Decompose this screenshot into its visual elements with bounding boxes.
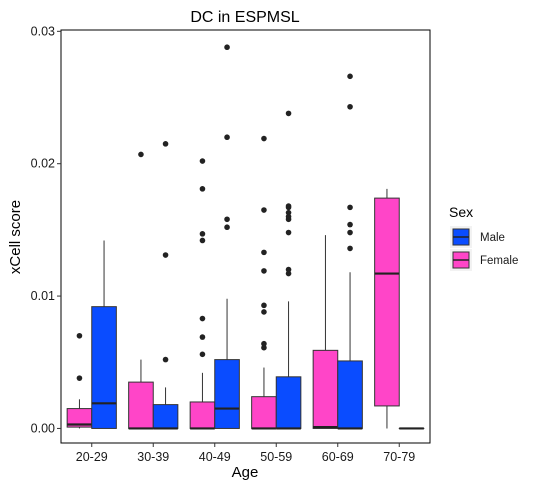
box-male-20-29 [91, 240, 117, 429]
box-female-30-39 [128, 151, 154, 430]
outlier-point [224, 224, 230, 231]
outlier-point [285, 229, 292, 236]
outlier-point [285, 270, 292, 277]
legend-label: Female [480, 255, 518, 267]
outlier-point [347, 103, 353, 110]
x-axis-label: Age [232, 464, 259, 481]
outlier-point [347, 229, 353, 236]
outlier-point [261, 302, 267, 309]
outlier-point [76, 332, 83, 339]
legend-items: Male Female [450, 226, 518, 271]
box-male-50-59 [275, 110, 302, 430]
chart-title: DC in ESPMSL [190, 9, 299, 26]
plot-panel [60, 29, 431, 444]
plot-marks [66, 44, 425, 430]
box-body [337, 360, 363, 429]
outlier-point [162, 141, 169, 147]
x-tick-label: 70-79 [383, 450, 415, 464]
box-male-30-39 [152, 141, 179, 430]
outlier-point [261, 268, 267, 274]
y-axis-label: xCell score [7, 200, 24, 274]
outlier-point [347, 73, 353, 80]
legend-title: Sex [449, 204, 473, 220]
box-female-50-59 [251, 135, 277, 430]
box-body [374, 197, 400, 407]
y-axis: 0.00 0.01 0.02 0.03 [31, 24, 61, 435]
outlier-point [224, 44, 230, 51]
x-tick-label: 30-39 [137, 450, 169, 464]
box-body [214, 359, 240, 429]
box-body [91, 306, 117, 429]
box-body [275, 376, 302, 429]
outlier-point [285, 110, 292, 117]
box-body [312, 349, 339, 429]
outlier-point [285, 213, 292, 220]
outlier-point [261, 249, 267, 256]
outlier-point [261, 309, 267, 315]
outlier-point [261, 135, 267, 142]
box-female-70-79 [374, 188, 400, 429]
outlier-point [199, 158, 206, 164]
x-tick-label: 40-49 [199, 450, 231, 464]
outlier-point [162, 356, 169, 363]
outlier-point [285, 266, 292, 273]
outlier-point [199, 231, 206, 237]
outlier-point [261, 207, 267, 213]
x-axis: 20-29 30-39 40-49 50-59 60-69 70-79 [76, 443, 415, 464]
box-body [189, 401, 216, 429]
outlier-point [261, 344, 267, 351]
outlier-point [285, 203, 292, 209]
box-body [251, 396, 277, 429]
x-tick-label: 60-69 [322, 450, 354, 464]
y-tick-label: 0.01 [31, 289, 55, 303]
box-body [152, 404, 179, 429]
outlier-point [347, 245, 353, 252]
outlier-point [285, 209, 292, 216]
box-male-60-69 [337, 73, 363, 430]
outlier-point [261, 340, 267, 347]
outlier-point [224, 134, 230, 141]
outlier-point [199, 315, 206, 322]
box-body [128, 381, 154, 429]
outlier-point [199, 334, 206, 340]
outlier-point [162, 252, 169, 258]
outlier-point [199, 351, 206, 358]
y-tick-label: 0.03 [31, 24, 55, 38]
box-male-40-49 [214, 44, 240, 429]
x-tick-label: 20-29 [76, 450, 108, 464]
outlier-point [347, 204, 353, 211]
y-tick-label: 0.00 [31, 421, 55, 435]
outlier-point [224, 216, 230, 223]
box-female-40-49 [189, 158, 216, 430]
x-tick-label: 50-59 [260, 450, 292, 464]
box-female-60-69 [312, 235, 339, 429]
outlier-point [347, 221, 353, 228]
legend-label: Male [480, 232, 505, 244]
outlier-point [138, 151, 144, 158]
outlier-point [76, 375, 83, 381]
outlier-point [199, 237, 206, 244]
legend: Sex Male Female [449, 204, 518, 271]
y-tick-label: 0.02 [31, 157, 55, 171]
outlier-point [199, 186, 206, 192]
